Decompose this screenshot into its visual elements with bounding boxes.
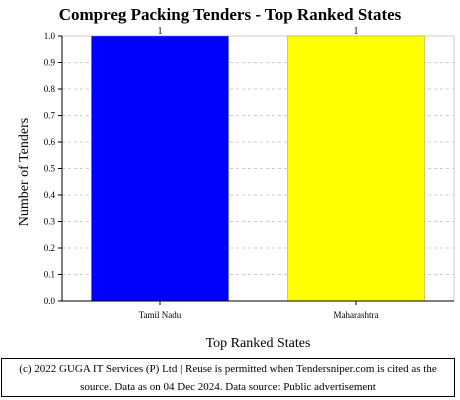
y-tick-label: 0.8 <box>44 84 56 94</box>
y-tick-label: 1.0 <box>44 31 56 41</box>
bar-maharashtra <box>287 35 425 302</box>
chart-title: Compreg Packing Tenders - Top Ranked Sta… <box>58 5 402 24</box>
x-axis-label: Top Ranked States <box>206 336 311 351</box>
x-tick-label: Tamil Nadu <box>139 310 182 320</box>
y-tick-label: 0.9 <box>44 58 56 68</box>
y-tick-label: 0.4 <box>44 190 56 200</box>
y-tick-label: 0.5 <box>44 164 56 174</box>
footer-note: (c) 2022 GUGA IT Services (P) Ltd | Reus… <box>1 358 455 397</box>
y-axis-ticks: 0.0 0.1 0.2 0.3 0.4 0.5 0.6 0.7 0.8 0.9 1.0 <box>44 31 62 306</box>
data-label: 1 <box>158 26 163 37</box>
footer-line-1: (c) 2022 GUGA IT Services (P) Ltd | Reus… <box>19 363 437 375</box>
y-tick-label: 0.6 <box>44 137 56 147</box>
y-tick-label: 0.0 <box>44 296 56 306</box>
y-tick-label: 0.3 <box>44 217 56 227</box>
y-axis-label: Number of Tenders <box>17 118 32 226</box>
footer-line-2: source. Data as on 04 Dec 2024. Data sou… <box>80 381 376 393</box>
data-label: 1 <box>354 26 359 37</box>
bar-tamil-nadu <box>91 35 229 302</box>
y-tick-label: 0.1 <box>44 270 55 280</box>
y-tick-label: 0.7 <box>44 111 56 121</box>
x-axis-ticks: Tamil Nadu Maharashtra <box>139 301 379 320</box>
x-tick-label: Maharashtra <box>334 310 379 320</box>
y-tick-label: 0.2 <box>44 243 55 253</box>
